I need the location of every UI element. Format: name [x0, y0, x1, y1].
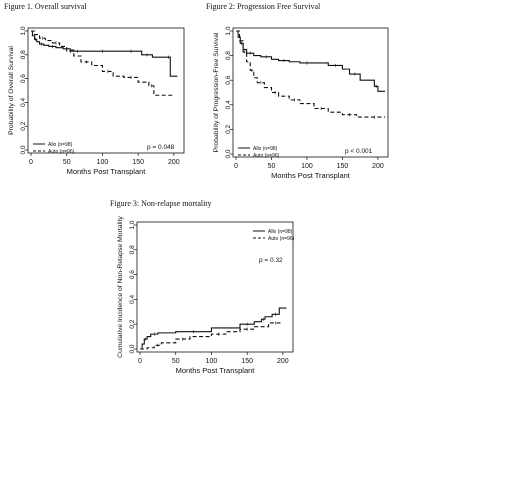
- fig3-y-tick-label: 0.2: [129, 319, 136, 328]
- fig3-x-tick-label: 200: [277, 358, 289, 365]
- fig2-legend-label-auto: Auto (n=96): [253, 153, 280, 159]
- fig1-x-tick-label: 50: [63, 159, 71, 166]
- fig3-y-tick-label: 0.8: [129, 245, 136, 254]
- fig2-y-tick-label: 1.0: [225, 26, 232, 35]
- fig3-x-tick-label: 0: [138, 358, 142, 365]
- fig1-series-auto-line: [31, 30, 174, 96]
- fig1-legend-label-allo: Allo (n=98): [48, 142, 73, 148]
- fig1-y-tick-label: 0.2: [20, 121, 27, 130]
- fig2-x-tick-label: 50: [268, 163, 276, 170]
- fig3-legend-label-allo: Allo (n=98): [268, 229, 293, 235]
- fig2-x-tick-label: 200: [372, 163, 384, 170]
- fig2-x-tick-label: 150: [337, 163, 349, 170]
- fig1-y-tick-label: 0.4: [20, 98, 27, 107]
- fig2-y-axis-label: Probability of Progression-Free Survival: [213, 32, 220, 152]
- fig1-series-allo-line: [31, 30, 178, 77]
- fig2-x-tick-label: 100: [301, 163, 313, 170]
- fig2-legend-label-allo: Allo (n=98): [253, 146, 278, 152]
- fig3-y-tick-label: 0.4: [129, 295, 136, 304]
- fig1-x-tick-label: 100: [97, 159, 109, 166]
- fig2-y-tick-label: 0.8: [225, 51, 232, 60]
- figure-3-title: Figure 3: Non-relapse mortality: [110, 199, 212, 208]
- fig1-p-value-annotation: p = 0.048: [147, 144, 175, 151]
- fig3-y-tick-label: 0.6: [129, 270, 136, 279]
- fig3-y-tick-label: 0.0: [129, 344, 136, 353]
- fig1-plot-frame: [27, 27, 185, 154]
- fig1-legend-label-auto: Auto (n=96): [48, 149, 75, 155]
- fig2-x-tick-label: 0: [234, 163, 238, 170]
- fig1-x-tick-label: 200: [168, 159, 180, 166]
- fig3-y-tick-label: 1.0: [129, 220, 136, 229]
- fig2-series-auto-line: [236, 30, 385, 118]
- fig2-y-tick-label: 0.4: [225, 100, 232, 109]
- fig2-y-tick-label: 0.6: [225, 75, 232, 84]
- fig2-x-axis-label: Months Post Transplant: [271, 171, 351, 180]
- figure-2-title: Figure 2: Progression Free Survival: [206, 2, 321, 11]
- fig3-x-tick-label: 100: [206, 358, 218, 365]
- fig1-y-tick-label: 1.0: [20, 26, 27, 35]
- fig1-y-tick-label: 0.8: [20, 50, 27, 59]
- fig3-x-tick-label: 50: [172, 358, 180, 365]
- fig3-x-axis-label: Months Post Transplant: [176, 366, 256, 375]
- fig3-plot-frame: [136, 221, 294, 353]
- fig3-x-tick-label: 150: [241, 358, 253, 365]
- fig1-x-tick-label: 0: [29, 159, 33, 166]
- fig3-y-axis-label: Cumulative Incidence of Non-Relapse Mort…: [117, 216, 124, 358]
- fig2-p-value-annotation: p < 0.001: [345, 148, 373, 155]
- fig1-y-axis-label: Probability of Overall Survival: [8, 46, 15, 135]
- fig1-x-axis-label: Months Post Transplant: [67, 167, 147, 176]
- fig3-series-auto-line: [140, 322, 283, 350]
- fig2-plot-frame: [232, 27, 389, 158]
- fig1-x-tick-label: 150: [132, 159, 144, 166]
- figure-1-title: Figure 1. Overall survival: [4, 2, 87, 11]
- fig2-y-tick-label: 0.2: [225, 125, 232, 134]
- fig1-y-tick-label: 0.6: [20, 74, 27, 83]
- fig1-y-tick-label: 0.0: [20, 145, 27, 154]
- fig3-p-value-annotation: p = 0.32: [259, 257, 283, 264]
- fig2-y-tick-label: 0.0: [225, 149, 232, 158]
- fig3-legend-label-auto: Auto (n=96): [268, 236, 295, 242]
